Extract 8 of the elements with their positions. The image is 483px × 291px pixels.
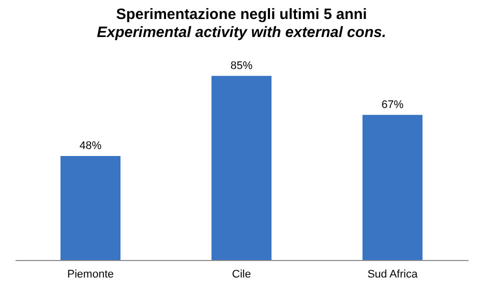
x-tick-label: Sud Africa (367, 268, 418, 280)
x-tick-label: Piemonte (67, 268, 114, 280)
chart-title: Sperimentazione negli ultimi 5 anni (116, 6, 367, 23)
data-label: 48% (79, 140, 102, 152)
chart-subtitle: Experimental activity with external cons. (96, 24, 386, 41)
data-label: 85% (230, 60, 253, 72)
data-label: 67% (381, 98, 404, 111)
x-tick-label: Cile (232, 268, 251, 280)
